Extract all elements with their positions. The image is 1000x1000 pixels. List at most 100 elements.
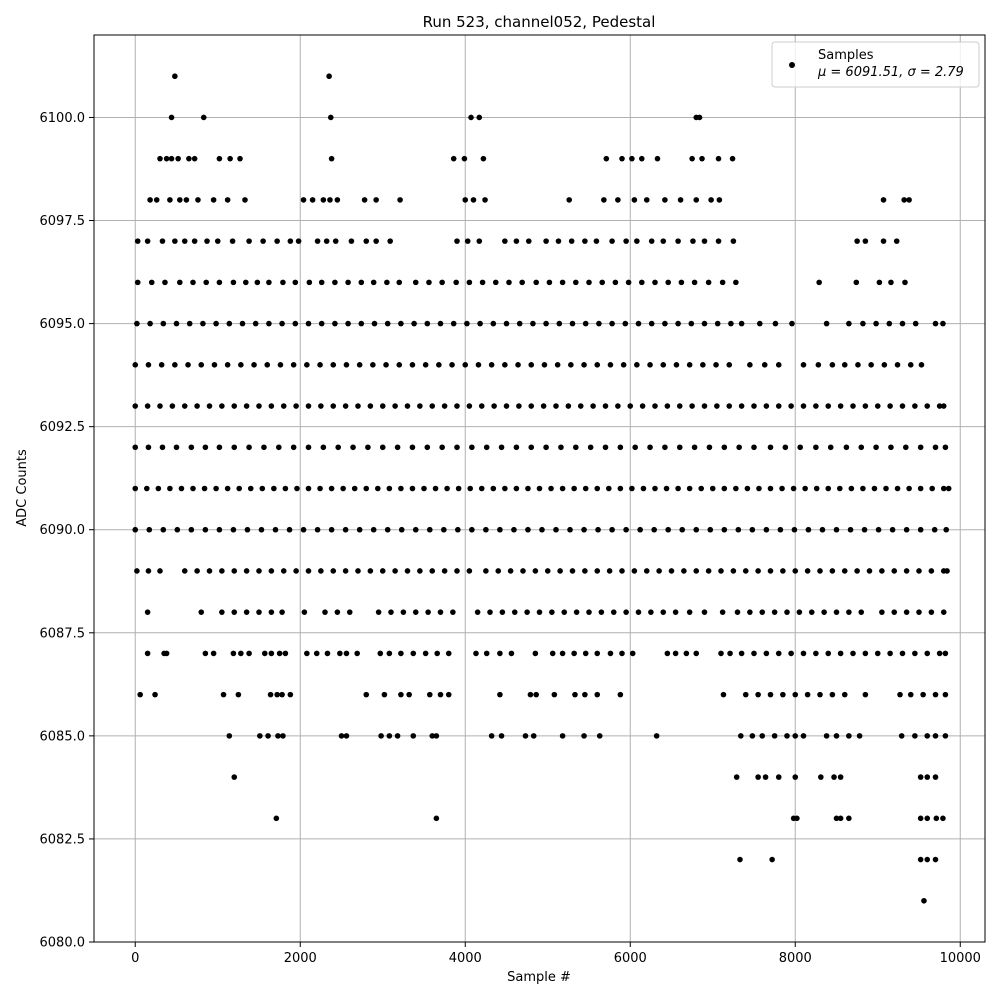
data-point [548,485,554,492]
data-point [392,403,398,409]
data-point [733,774,740,780]
data-point [833,815,840,822]
data-point [397,197,403,203]
data-point [343,650,350,657]
data-point [398,650,404,657]
data-point [202,650,209,657]
data-point [379,403,386,409]
data-point [175,155,181,162]
data-point [268,650,275,657]
data-point [132,403,139,409]
data-point [396,279,403,286]
data-point [566,197,572,203]
data-point [204,238,210,244]
data-point [715,155,722,162]
data-point [373,238,379,244]
data-point [663,485,670,492]
data-point [356,526,363,533]
data-point [525,238,532,244]
data-point [594,485,601,492]
data-point [476,238,483,244]
data-point [261,444,267,451]
data-point [675,238,681,244]
data-point [729,155,736,162]
data-point [338,733,345,739]
data-point [664,650,671,657]
y-tick-label: 6082.5 [40,832,86,847]
data-point [883,485,889,492]
data-point [305,444,312,451]
data-point [693,568,700,574]
data-point [813,485,820,492]
data-point [468,114,474,121]
data-point [280,733,286,739]
data-point [573,609,580,615]
data-point [190,485,196,492]
data-point [398,691,404,698]
data-point [417,568,423,574]
data-point [272,526,279,533]
data-point [590,403,596,409]
data-point [747,609,753,615]
data-point [665,279,671,286]
data-point [439,444,445,451]
data-point [370,526,377,533]
data-point [328,155,335,162]
data-point [273,815,280,822]
data-point [363,238,370,244]
data-point [932,320,939,327]
data-point [267,691,274,698]
data-point [940,609,947,615]
data-point [328,485,335,492]
data-point [736,444,742,451]
data-point [475,362,482,368]
data-point [639,155,645,162]
data-point [874,403,881,409]
data-point [367,403,374,409]
data-point [280,279,286,286]
data-point [690,238,696,244]
data-point [243,403,250,409]
data-point [693,526,700,533]
data-point [693,197,700,203]
data-point [553,526,559,533]
data-point [912,733,918,739]
data-point [411,320,417,327]
data-point [880,238,887,244]
data-point [701,320,708,327]
data-point [917,444,924,451]
data-point [503,403,510,409]
data-point [177,197,183,203]
data-point [816,279,822,286]
data-point [627,403,634,409]
data-point [134,238,141,244]
data-point [157,403,163,409]
data-point [676,403,683,409]
data-point [314,526,321,533]
data-point [854,568,860,574]
data-point [771,609,778,615]
data-point [355,568,361,574]
data-point [601,197,607,203]
data-point [933,815,940,822]
data-point [668,568,675,574]
data-point [490,485,497,492]
data-point [610,609,617,615]
data-point [132,444,139,451]
data-point [238,362,244,368]
data-point [714,320,721,327]
data-point [406,691,412,698]
data-point [274,238,280,244]
data-point [441,526,447,533]
data-point [784,733,790,739]
data-point [206,568,213,574]
data-point [802,485,808,492]
data-point [383,362,389,368]
data-point [917,485,924,492]
data-point [342,403,349,409]
data-point [833,526,840,533]
data-point [304,362,310,368]
data-point [906,197,912,203]
data-point [422,650,429,657]
data-point [602,403,609,409]
